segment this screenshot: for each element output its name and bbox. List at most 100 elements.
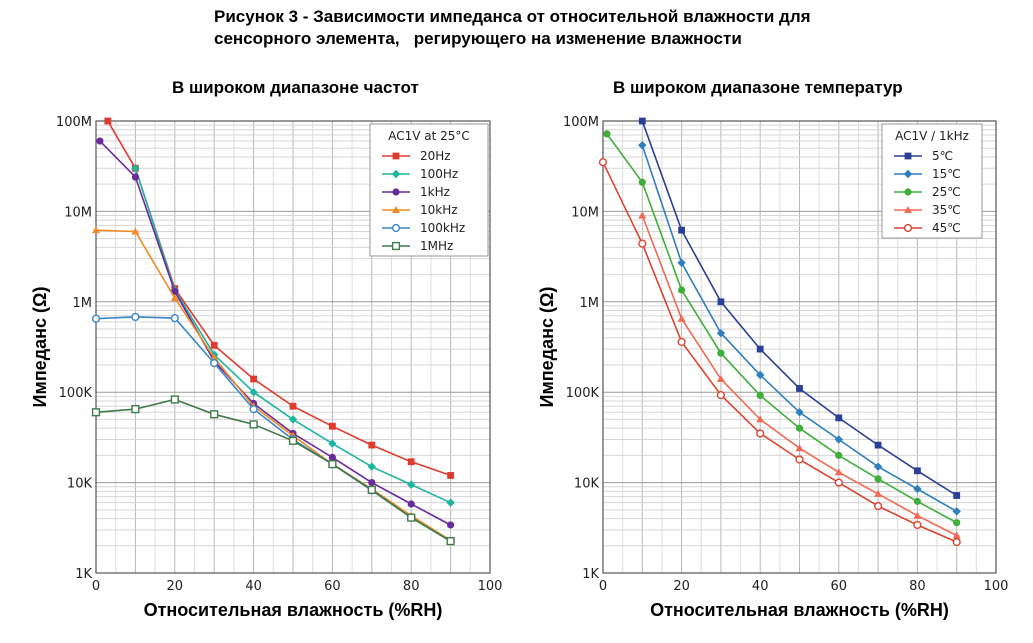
data-point <box>368 479 376 487</box>
legend-box <box>369 123 489 257</box>
data-point <box>131 312 140 322</box>
x-tick-label: 40 <box>752 579 769 594</box>
data-point <box>407 500 415 508</box>
data-point <box>210 358 219 368</box>
chart-1: 1K 10K 100K 1M 10M 100M 0 20 40 60 80 100 Относитель… <box>30 115 502 620</box>
data-point <box>678 286 686 294</box>
data-point <box>446 537 455 546</box>
data-point <box>796 385 803 392</box>
data-point <box>249 388 258 397</box>
legend-entry-label: 10kHz <box>420 203 458 217</box>
data-point <box>638 140 647 150</box>
data-point <box>367 462 376 471</box>
data-point <box>756 391 764 400</box>
data-point <box>952 507 961 516</box>
legend-box <box>881 123 983 239</box>
data-point <box>289 402 297 410</box>
data-point <box>716 390 726 400</box>
data-point <box>716 374 725 382</box>
legend-marker <box>391 169 401 179</box>
data-point <box>952 531 961 539</box>
y-tick-label: 10K <box>67 477 93 492</box>
y-axis-label: Импеданс (Ω) <box>30 287 50 408</box>
data-point <box>914 467 921 475</box>
data-point <box>96 137 104 145</box>
data-point <box>873 462 883 471</box>
data-point <box>446 498 455 507</box>
data-point <box>288 415 298 424</box>
data-point <box>795 455 804 464</box>
x-tick-label: 40 <box>245 579 262 594</box>
x-axis-label: Относительная влажность (%RH) <box>144 600 443 620</box>
data-point <box>92 226 100 234</box>
data-point <box>328 453 336 462</box>
data-point <box>210 341 218 349</box>
data-point <box>953 519 961 527</box>
data-point <box>874 441 882 449</box>
legend-title: AC1V at 25°C <box>388 129 470 143</box>
y-tick-label: 100K <box>566 386 600 401</box>
data-point <box>795 444 804 452</box>
data-point <box>170 294 179 302</box>
y-tick-label: 100M <box>56 115 92 130</box>
legend-entry-label: 5℃ <box>932 149 953 163</box>
data-point <box>328 460 337 469</box>
y-tick-label: 1M <box>73 296 93 311</box>
data-point <box>874 489 883 497</box>
legend-marker <box>903 223 913 233</box>
legend-marker <box>904 206 912 213</box>
data-point <box>716 328 726 338</box>
left-chart-title: В широком диапазоне частот <box>172 78 419 97</box>
data-point <box>834 468 843 476</box>
data-point <box>756 429 765 438</box>
data-point <box>795 424 804 432</box>
data-point <box>795 408 804 417</box>
x-tick-label: 20 <box>167 579 184 594</box>
legend-entry-label: 100Hz <box>420 167 458 181</box>
series-15℃ <box>638 140 961 516</box>
data-point <box>91 314 101 323</box>
x-tick-label: 60 <box>831 579 848 594</box>
data-point <box>638 239 647 248</box>
data-point <box>104 117 112 125</box>
data-point <box>835 414 843 422</box>
data-point <box>407 513 416 522</box>
data-point <box>874 475 882 483</box>
data-point <box>677 314 686 322</box>
data-point <box>598 158 608 167</box>
series-line <box>606 133 958 524</box>
data-point <box>288 436 298 445</box>
x-tick-label: 0 <box>92 579 100 594</box>
legend-marker <box>392 152 400 160</box>
series-line <box>95 229 452 541</box>
y-axis-label: Импеданс (Ω) <box>537 287 557 408</box>
data-point <box>91 408 101 417</box>
y-tick-label: 10K <box>574 477 600 492</box>
data-point <box>407 480 416 489</box>
data-point <box>913 511 922 519</box>
data-point <box>913 484 922 494</box>
series-5℃ <box>638 117 961 499</box>
legend-entry-label: 15℃ <box>932 167 961 181</box>
legend-marker <box>391 223 401 233</box>
y-tick-label: 1K <box>75 567 92 582</box>
data-point <box>170 314 179 323</box>
series-line <box>99 140 451 526</box>
data-point <box>131 173 139 181</box>
legend-marker <box>391 241 401 251</box>
legend-marker <box>904 152 912 160</box>
chart-2: 1K 10K 100K 1M 10M 100M 0 20 40 60 80 100 Относитель… <box>537 115 1008 620</box>
data-point <box>249 405 258 414</box>
x-axis-label: Относительная влажность (%RH) <box>650 600 949 620</box>
legend-entry-label: 45℃ <box>932 221 961 235</box>
y-tick-label: 100K <box>59 386 93 401</box>
y-tick-label: 10M <box>571 205 599 220</box>
data-point <box>677 337 686 347</box>
figure-title-line-2: сенсорного элемента, регирующего на изме… <box>214 29 742 48</box>
legend-marker <box>903 169 913 179</box>
series-25℃ <box>603 130 961 527</box>
series-45℃ <box>598 158 961 547</box>
data-point <box>329 422 336 430</box>
data-point <box>953 492 961 499</box>
